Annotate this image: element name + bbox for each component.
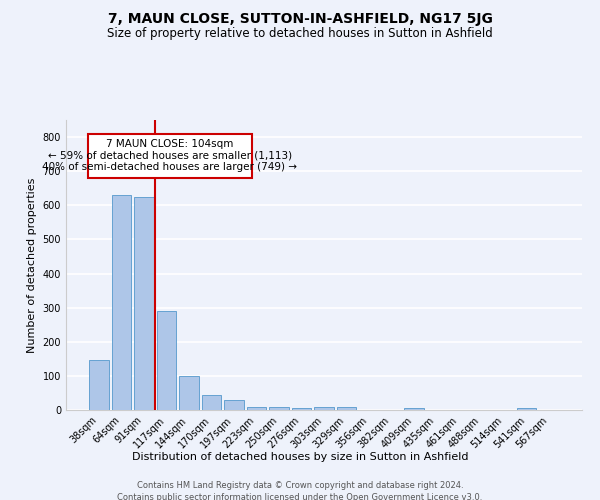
Text: Size of property relative to detached houses in Sutton in Ashfield: Size of property relative to detached ho… bbox=[107, 28, 493, 40]
Bar bbox=[314, 406, 334, 410]
Text: 7 MAUN CLOSE: 104sqm
← 59% of detached houses are smaller (1,113)
40% of semi-de: 7 MAUN CLOSE: 104sqm ← 59% of detached h… bbox=[43, 139, 298, 172]
Bar bbox=[517, 408, 536, 410]
Text: 7, MAUN CLOSE, SUTTON-IN-ASHFIELD, NG17 5JG: 7, MAUN CLOSE, SUTTON-IN-ASHFIELD, NG17 … bbox=[107, 12, 493, 26]
Text: Contains HM Land Registry data © Crown copyright and database right 2024.: Contains HM Land Registry data © Crown c… bbox=[137, 481, 463, 490]
Bar bbox=[404, 408, 424, 410]
FancyBboxPatch shape bbox=[88, 134, 252, 178]
Bar bbox=[202, 394, 221, 410]
Bar bbox=[292, 408, 311, 410]
Bar bbox=[247, 406, 266, 410]
Bar bbox=[224, 400, 244, 410]
Y-axis label: Number of detached properties: Number of detached properties bbox=[27, 178, 37, 352]
Bar bbox=[89, 360, 109, 410]
Text: Contains public sector information licensed under the Open Government Licence v3: Contains public sector information licen… bbox=[118, 492, 482, 500]
Bar bbox=[157, 311, 176, 410]
Bar bbox=[134, 197, 154, 410]
Text: Distribution of detached houses by size in Sutton in Ashfield: Distribution of detached houses by size … bbox=[132, 452, 468, 462]
Bar bbox=[337, 406, 356, 410]
Bar bbox=[112, 195, 131, 410]
Bar bbox=[179, 376, 199, 410]
Bar bbox=[269, 406, 289, 410]
